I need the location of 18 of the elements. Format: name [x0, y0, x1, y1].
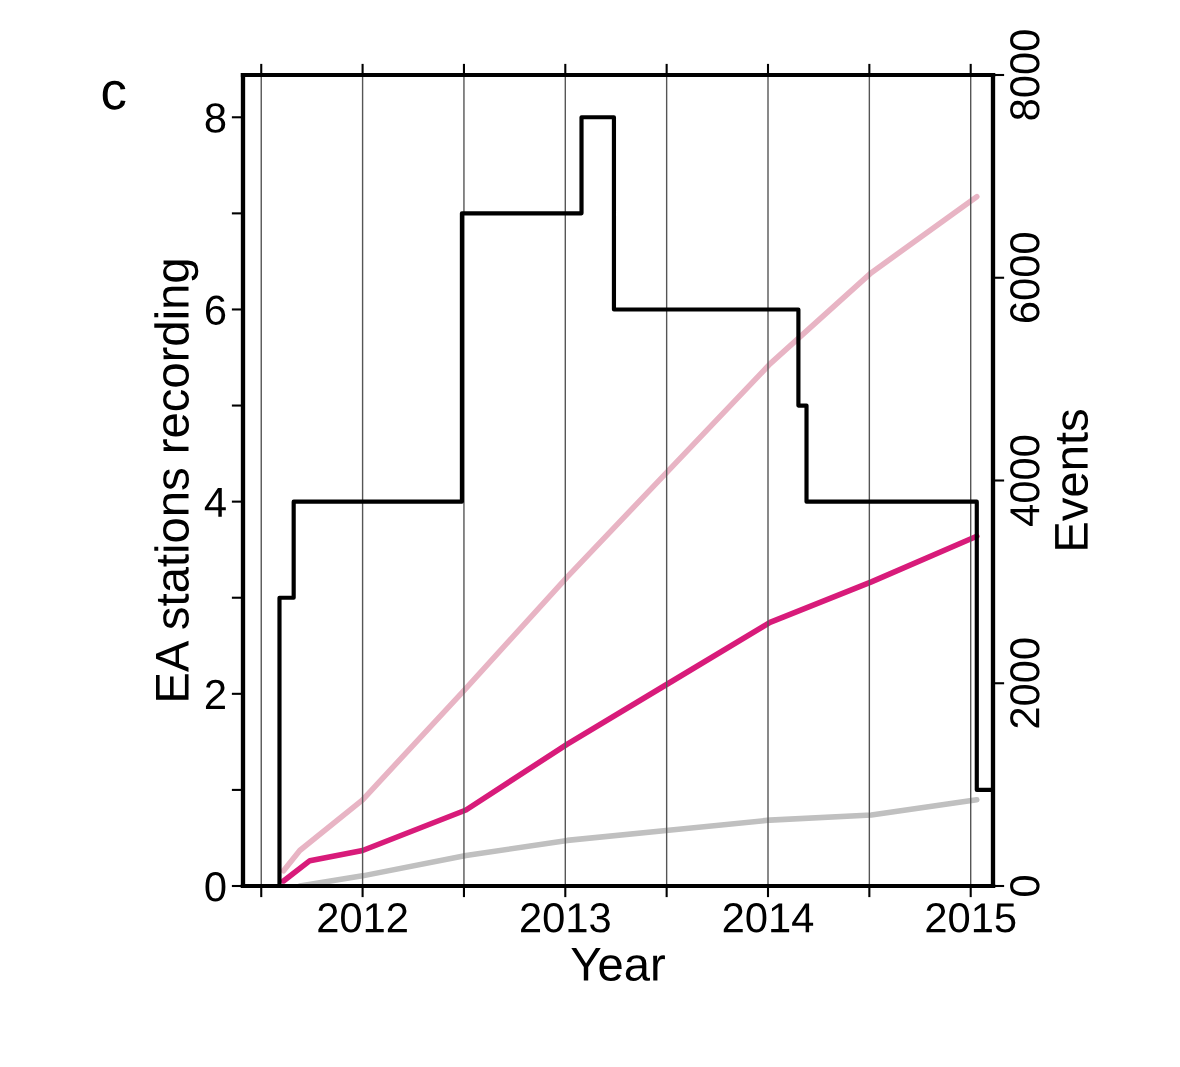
y2-tick-label: 0: [1010, 876, 1040, 896]
y2-tick-label: 4000: [1010, 435, 1040, 526]
y2-tick-label: 8000: [1010, 30, 1040, 120]
x-tick-label: 2012: [318, 903, 407, 933]
x-tick-label: 2015: [926, 903, 1016, 933]
x-tick-label: 2013: [521, 903, 610, 933]
x-tick-label: 2014: [723, 903, 814, 933]
y-tick-label: 4: [204, 488, 226, 517]
y-tick-label: 2: [205, 679, 225, 709]
x-axis-title: Year: [571, 948, 665, 982]
y-axis-title: EA stations recording: [154, 260, 199, 700]
y2-axis-title: Events: [1055, 410, 1089, 549]
text: c: [102, 80, 126, 110]
y-tick-label: 6: [205, 295, 226, 325]
y2-tick-label: 6000: [1010, 233, 1040, 322]
y2-tick-label: 2000: [1010, 638, 1040, 728]
y-tick-label: 8: [205, 103, 226, 133]
y-tick-label: 0: [205, 872, 226, 902]
